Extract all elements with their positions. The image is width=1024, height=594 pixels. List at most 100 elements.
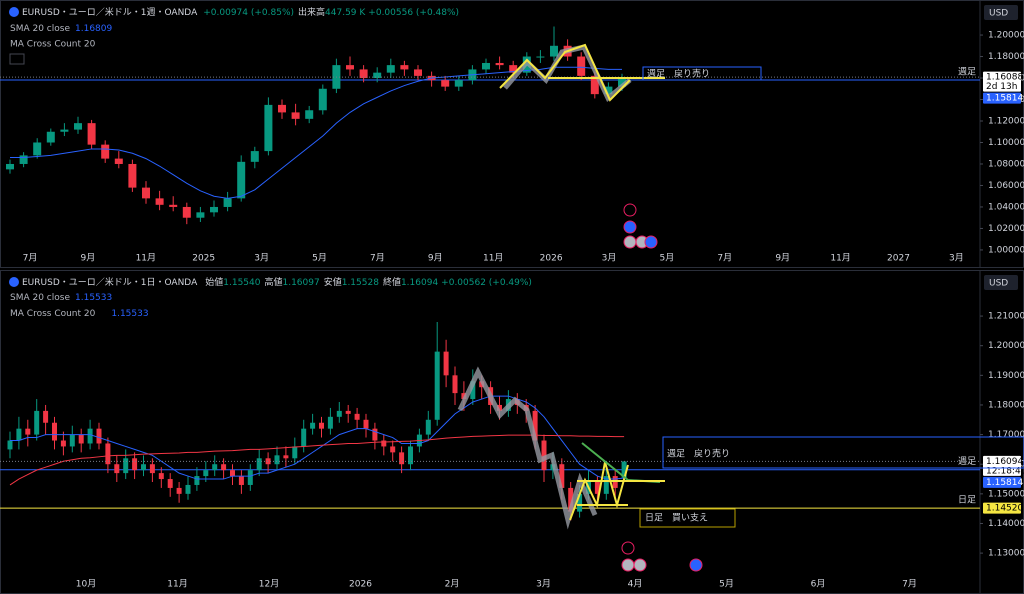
x-tick-label: 9月 — [81, 253, 96, 264]
candle-body — [310, 422, 316, 429]
currency-button[interactable] — [984, 275, 1018, 290]
y-tick-label: 1.13000 — [988, 549, 1024, 559]
line-tag: 週足 — [958, 67, 976, 78]
candle-body — [301, 428, 307, 447]
candle-body — [237, 161, 246, 199]
candle-body — [568, 487, 574, 512]
symbol-icon — [9, 7, 19, 17]
y-tick-label: 1.20000 — [988, 341, 1024, 351]
annotation-box — [639, 508, 736, 528]
drawing — [499, 43, 631, 102]
event-icon[interactable] — [689, 558, 703, 572]
annotation-box — [662, 436, 1024, 469]
candle-body — [495, 62, 504, 66]
candle-body — [621, 461, 627, 478]
symbol-icon — [9, 277, 19, 287]
x-tick-label: 9月 — [428, 253, 443, 264]
collapse-button[interactable] — [9, 53, 25, 65]
candle-body — [74, 123, 82, 130]
candle-body — [16, 428, 22, 441]
x-tick-label: 5月 — [660, 253, 675, 264]
indicator-value: 1.15533 — [111, 309, 148, 319]
price-label — [983, 71, 1021, 92]
y-tick-label: 1.19000 — [988, 371, 1024, 381]
volume-label: 出来高 — [298, 6, 325, 18]
annotation: 週足 戻り売り — [667, 448, 730, 460]
candle-body — [196, 212, 205, 218]
ohlc-value: 1.15540 — [223, 278, 260, 288]
candle-body — [283, 455, 289, 459]
annotation: 日足 買い支え — [645, 512, 708, 524]
candle-body — [603, 476, 609, 494]
event-icon[interactable] — [644, 235, 658, 249]
ohlc-value: 1.16097 — [282, 278, 319, 288]
event-icon[interactable] — [623, 220, 637, 234]
currency-button[interactable] — [984, 5, 1018, 20]
candle-body — [452, 375, 458, 394]
event-icon[interactable] — [621, 558, 635, 572]
candle-body — [194, 476, 200, 485]
x-tick-label: 3月 — [536, 579, 551, 590]
candle-body — [69, 434, 75, 447]
volume: 447.59 K — [325, 8, 366, 18]
event-icon[interactable] — [623, 235, 637, 249]
candle-body — [443, 351, 449, 376]
candle-body — [541, 440, 547, 471]
candle-body — [532, 410, 538, 441]
candle-body — [182, 206, 191, 218]
candle-body — [346, 65, 354, 70]
candle-body — [176, 487, 182, 494]
candle-body — [25, 428, 31, 435]
event-icon[interactable] — [621, 541, 635, 555]
x-tick-label: 2026 — [349, 580, 372, 590]
legend-line: MA Cross Count 20 1.15533 — [10, 309, 149, 319]
candle-body — [318, 88, 327, 111]
candle-body — [256, 458, 262, 471]
y-tick-label: 1.17000 — [988, 430, 1024, 440]
x-tick-label: 12月 — [259, 579, 279, 590]
price-label-sub: 2d 13h — [986, 82, 1017, 92]
y-tick-label: 1.02000 — [988, 224, 1024, 234]
candle-body — [87, 428, 93, 444]
candle-body — [359, 69, 368, 79]
candle-body — [400, 65, 409, 70]
x-tick-label: 5月 — [719, 579, 734, 590]
ohlc-label: 安値 — [324, 276, 342, 288]
candle-body — [123, 458, 129, 474]
volume-change: +0.00556 (+0.48%) — [368, 8, 459, 18]
y-tick-label: 1.04000 — [988, 202, 1024, 212]
candle-body — [482, 62, 490, 70]
y-tick-label: 1.18000 — [988, 400, 1024, 410]
candle-body — [167, 479, 173, 488]
y-tick-label: 1.21000 — [988, 312, 1024, 322]
candle-body — [618, 77, 626, 87]
candle-body — [345, 410, 351, 414]
drawing — [581, 442, 661, 483]
candle-body — [292, 446, 298, 459]
candle-body — [34, 410, 40, 435]
candle-body — [52, 422, 57, 441]
event-icon[interactable] — [633, 558, 647, 572]
panel-border — [0, 0, 1024, 268]
event-icon[interactable] — [623, 203, 637, 217]
candle-body — [212, 464, 218, 471]
x-tick-label: 3月 — [949, 253, 964, 264]
currency[interactable]: USD — [989, 9, 1008, 19]
change: +0.00974 (+0.85%) — [203, 8, 294, 18]
candle-body — [425, 419, 431, 435]
price-label-sub: 12:18:40 — [986, 466, 1024, 476]
candle-body — [265, 458, 271, 465]
currency[interactable]: USD — [989, 279, 1008, 289]
drawing — [569, 461, 629, 521]
y-tick-label: 1.00000 — [988, 245, 1024, 255]
indicator-name: SMA 20 close — [10, 24, 70, 34]
candle-body — [604, 86, 613, 95]
price-label-text: 1.14520 — [986, 504, 1023, 514]
candle-body — [142, 187, 150, 199]
candle-body — [363, 419, 369, 429]
candle-body — [203, 470, 209, 477]
candle-body — [319, 422, 324, 429]
candle-body — [381, 440, 387, 447]
x-tick-label: 7月 — [902, 579, 917, 590]
